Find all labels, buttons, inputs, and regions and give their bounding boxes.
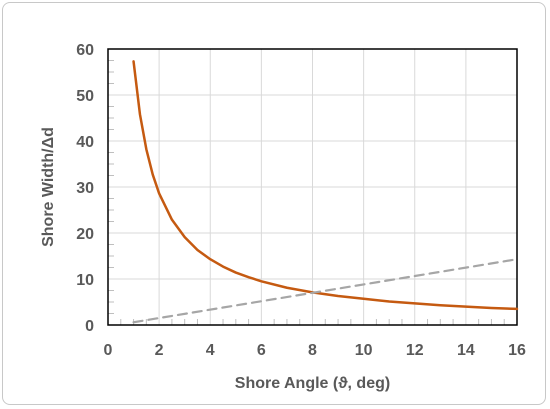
y-tick-label: 40 [76, 134, 94, 151]
solid-series-line [132, 60, 519, 311]
chart-frame [2, 2, 546, 405]
y-tick-labels: 0 10 20 30 40 50 60 [76, 42, 94, 335]
x-tick-label: 2 [155, 342, 164, 359]
grid [108, 49, 517, 325]
x-axis-title: Shore Angle (ϑ, deg) [235, 375, 390, 392]
dashed-series-line [132, 258, 519, 324]
x-tick-label: 12 [406, 342, 424, 359]
x-tick-label: 6 [257, 342, 266, 359]
y-tick-label: 60 [76, 42, 94, 59]
y-tick-label: 30 [76, 180, 94, 197]
x-tick-labels: 0 2 4 6 8 10 12 14 16 [104, 342, 526, 359]
y-tick-label: 10 [76, 272, 94, 289]
x-tick-label: 8 [308, 342, 317, 359]
x-tick-label: 0 [104, 342, 113, 359]
x-tick-label: 10 [355, 342, 373, 359]
x-tick-label: 14 [457, 342, 475, 359]
y-tick-label: 20 [76, 226, 94, 243]
series-layer [132, 60, 519, 324]
y-tick-label: 50 [76, 88, 94, 105]
minor-ticks [108, 60, 505, 325]
plot-area-border [107, 48, 518, 326]
x-tick-label: 4 [206, 342, 215, 359]
y-axis-title: Shore Width/Δd [40, 127, 57, 247]
x-tick-label: 16 [508, 342, 526, 359]
y-tick-label: 0 [85, 318, 94, 335]
